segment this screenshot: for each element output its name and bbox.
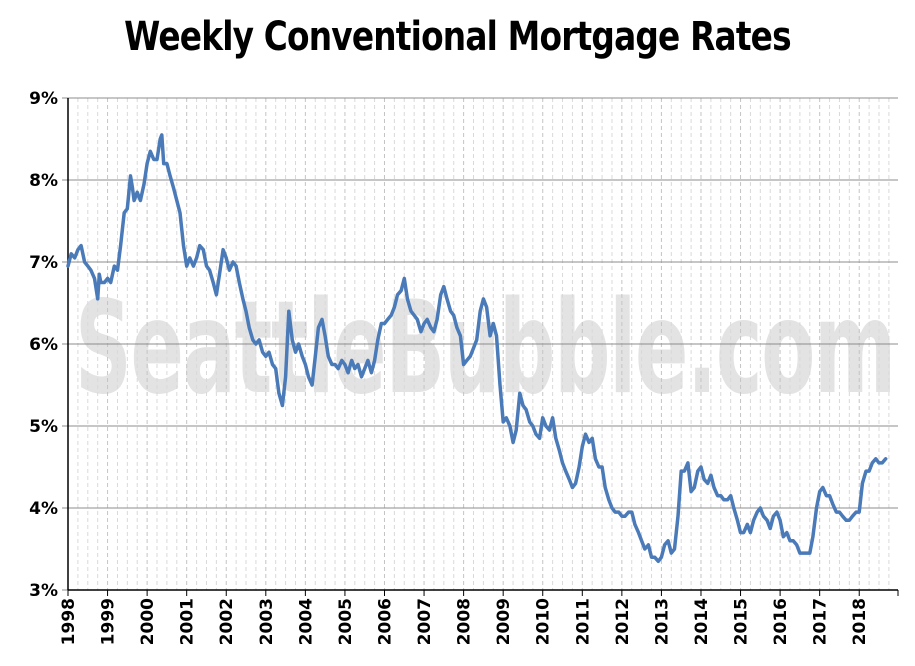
x-tick-label: 2003 [257,598,277,645]
y-tick-label: 9% [29,89,58,109]
tick-labels: 3% 4% 5% 6% 7% 8% 9% 1998 1999 2000 2001 2002 2003 20… [29,89,870,645]
x-tick-label: 2002 [217,598,237,645]
y-tick-label: 3% [29,581,58,601]
x-tick-label: 2017 [811,598,831,645]
x-tick-label: 2006 [375,598,395,645]
y-tick-label: 5% [29,417,58,437]
watermark: SeattleBubble.com [75,274,897,423]
x-tick-label: 2007 [415,598,435,645]
x-tick-label: 2000 [138,598,158,645]
chart-title: Weekly Conventional Mortgage Rates [124,14,791,60]
x-tick-label: 2009 [494,598,514,645]
y-tick-label: 7% [29,253,58,273]
x-tick-label: 2013 [652,598,672,645]
x-tick-label: 1999 [99,598,119,645]
grid [62,97,898,591]
series-line [66,133,888,564]
x-tick-label: 2018 [850,598,870,645]
x-tick-label: 2014 [692,598,712,645]
y-tick-label: 8% [29,171,58,191]
x-tick-label: 2016 [771,598,791,645]
x-tick-label: 2010 [534,598,554,645]
x-tick-label: 2004 [296,598,316,645]
x-tick-label: 2008 [455,598,475,645]
x-tick-label: 2011 [573,598,593,645]
watermark-text: SeattleBubble.com [75,274,895,423]
x-tick-label: 2001 [178,598,198,645]
x-tick-label: 2012 [613,598,633,645]
y-tick-label: 6% [29,335,58,355]
x-tick-label: 1998 [59,598,79,645]
x-tick-label: 2005 [336,598,356,645]
y-tick-label: 4% [29,499,58,519]
series-layer [66,133,888,564]
x-tick-label: 2015 [732,598,752,645]
axes [67,98,899,596]
